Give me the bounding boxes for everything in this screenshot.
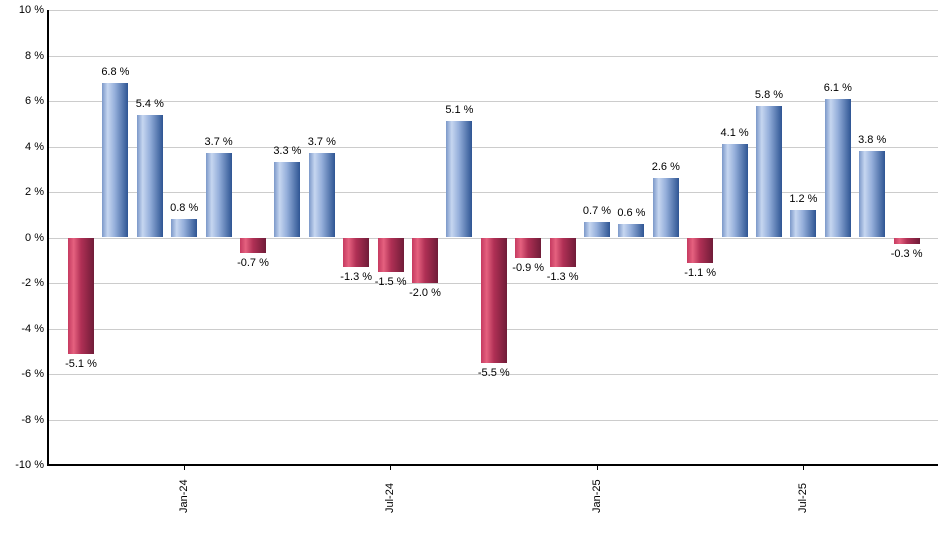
x-axis-tick bbox=[802, 465, 804, 470]
bar-value-label: -5.5 % bbox=[477, 366, 510, 379]
bar-value-label: 0.8 % bbox=[170, 202, 199, 215]
bar-value-label: 0.6 % bbox=[617, 206, 646, 219]
x-axis-tick bbox=[596, 465, 598, 470]
bar-positive bbox=[824, 98, 851, 238]
bar-value-label: -2.0 % bbox=[409, 287, 441, 299]
bar-value-label: 2.6 % bbox=[651, 161, 680, 174]
bar-value-label: -1.5 % bbox=[374, 275, 407, 288]
bar-value-label: 6.8 % bbox=[101, 65, 130, 78]
gridline bbox=[48, 419, 938, 421]
y-tick-label: -2 % bbox=[21, 277, 44, 289]
bar-value-label: -0.7 % bbox=[237, 257, 269, 270]
gridline bbox=[48, 10, 938, 11]
bar-value-label: 3.7 % bbox=[307, 136, 336, 149]
bar-negative bbox=[480, 237, 507, 363]
bar-positive bbox=[584, 221, 610, 238]
bar-positive bbox=[274, 162, 301, 238]
x-tick-label: Jul-25 bbox=[796, 483, 809, 513]
bar-value-label: 5.1 % bbox=[445, 104, 474, 117]
y-tick-label: -10 % bbox=[15, 459, 44, 471]
bar-value-label: 6.1 % bbox=[823, 81, 852, 94]
y-tick-label: 0 % bbox=[25, 231, 44, 244]
bar-positive bbox=[171, 219, 198, 238]
bar-positive bbox=[205, 153, 232, 238]
x-tick-label: Jul-24 bbox=[384, 483, 397, 513]
bar-positive bbox=[756, 105, 782, 238]
bar-positive bbox=[308, 153, 335, 238]
bar-value-label: -1.3 % bbox=[546, 271, 579, 284]
bar-positive bbox=[618, 223, 645, 238]
y-tick-label: 2 % bbox=[25, 186, 44, 198]
bar-value-label: -5.1 % bbox=[65, 357, 97, 370]
bar-positive bbox=[102, 82, 129, 238]
bar-negative bbox=[549, 237, 576, 268]
gridline bbox=[48, 192, 938, 193]
bar-value-label: 3.3 % bbox=[273, 145, 302, 158]
gridline bbox=[48, 374, 938, 375]
x-tick-label: Jan-25 bbox=[590, 479, 603, 513]
bar-value-label: 4.1 % bbox=[720, 127, 749, 140]
y-tick-label: 4 % bbox=[25, 140, 44, 153]
bar-positive bbox=[790, 210, 817, 238]
bar-value-label: 0.7 % bbox=[582, 204, 612, 217]
x-tick-label: Jan-24 bbox=[177, 479, 190, 513]
bar-value-label: -1.3 % bbox=[340, 271, 373, 284]
bar-value-label: -1.1 % bbox=[684, 266, 717, 279]
bar-positive bbox=[859, 151, 886, 238]
bar-negative bbox=[68, 237, 94, 354]
bar-value-label: 5.8 % bbox=[754, 88, 784, 101]
y-tick-label: -8 % bbox=[21, 413, 44, 426]
bar-negative bbox=[687, 237, 714, 263]
x-axis-tick bbox=[183, 465, 185, 470]
bar-value-label: 3.7 % bbox=[204, 136, 233, 149]
bar-positive bbox=[721, 144, 748, 238]
bar-positive bbox=[136, 114, 163, 238]
bar-negative bbox=[343, 237, 370, 268]
bar-value-label: -0.3 % bbox=[890, 248, 923, 261]
bar-negative bbox=[893, 237, 920, 245]
gridline bbox=[48, 146, 938, 148]
gridline bbox=[48, 101, 938, 102]
bar-negative bbox=[240, 237, 266, 254]
bar-negative bbox=[412, 237, 438, 283]
bar-value-label: 5.4 % bbox=[135, 97, 164, 110]
y-tick-label: 10 % bbox=[18, 4, 44, 16]
bar-value-label: 3.8 % bbox=[858, 134, 887, 147]
bar-value-label: 1.2 % bbox=[789, 193, 818, 206]
bar-negative bbox=[377, 237, 404, 272]
y-tick-label: -4 % bbox=[21, 322, 44, 335]
y-tick-label: -6 % bbox=[21, 368, 44, 380]
y-tick-label: 6 % bbox=[25, 95, 44, 107]
bar-positive bbox=[446, 121, 473, 238]
bar-value-label: -0.9 % bbox=[512, 261, 545, 274]
x-axis-line bbox=[48, 464, 938, 466]
x-axis-tick bbox=[390, 465, 392, 470]
bar-positive bbox=[652, 178, 679, 238]
y-axis-line bbox=[47, 10, 49, 466]
gridline bbox=[48, 55, 938, 57]
bar-negative bbox=[515, 237, 542, 258]
y-tick-label: 8 % bbox=[25, 49, 44, 62]
